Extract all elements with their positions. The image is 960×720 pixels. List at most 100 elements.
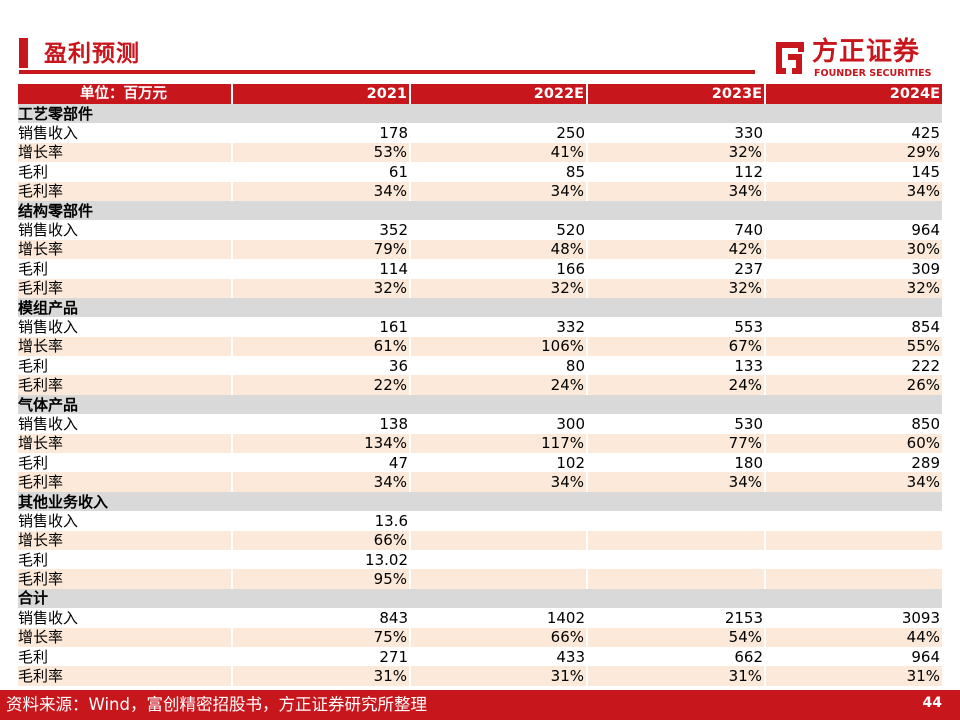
row-label: 销售收入 (18, 511, 79, 530)
value-cell: 330 (734, 124, 763, 143)
value-cell: 180 (734, 453, 763, 472)
year-header: 2022E (409, 84, 587, 104)
value-cell: 55% (764, 336, 942, 357)
value-cell: 53% (231, 142, 410, 163)
row-label: 毛利率 (18, 666, 232, 686)
value-cell: 32% (586, 142, 765, 163)
table-row: 增长率 134% 117% 77% 60% (18, 433, 942, 454)
value-cell: 34% (764, 181, 942, 201)
table-row: 增长率 61% 106% 67% 55% (18, 336, 942, 357)
section-spacer (410, 104, 587, 124)
value-cell: 47 (388, 453, 408, 472)
section-spacer (765, 491, 942, 512)
row-label: 销售收入 (18, 414, 79, 433)
value-cell: 31% (409, 666, 587, 686)
value-cell: 41% (409, 142, 587, 163)
value-cell: 520 (556, 221, 585, 240)
section-spacer (765, 394, 942, 415)
value-cell: 332 (556, 317, 585, 336)
section-row: 其他业务收入 (18, 491, 942, 512)
row-label: 毛利率 (18, 569, 232, 589)
section-spacer (587, 297, 765, 318)
section-spacer (232, 104, 410, 124)
section-row: 模组产品 (18, 297, 942, 318)
table-row: 增长率 75% 66% 54% 44% (18, 627, 942, 647)
table-row: 毛利率 95% (18, 569, 942, 589)
value-cell: 433 (556, 647, 585, 666)
section-spacer (232, 588, 410, 609)
row-label: 增长率 (18, 433, 232, 454)
unit-label: 单位：百万元 (18, 84, 232, 104)
section-spacer (410, 200, 587, 221)
value-cell: 3093 (901, 608, 940, 627)
section-title: 其他业务收入 (18, 491, 232, 512)
table-row: 销售收入 161 332 553 854 (18, 317, 942, 336)
table-body: 工艺零部件 销售收入 178 250 330 425 增长率 53% 41% 32% 29% 毛利 61… (18, 104, 942, 686)
value-cell (409, 530, 587, 550)
section-spacer (232, 394, 410, 415)
value-cell: 425 (911, 124, 940, 143)
section-spacer (765, 297, 942, 318)
year-header: 2021 (231, 84, 410, 104)
section-row: 结构零部件 (18, 200, 942, 221)
value-cell: 60% (764, 433, 942, 454)
value-cell: 161 (379, 317, 408, 336)
table-row: 毛利率 34% 34% 34% 34% (18, 472, 942, 492)
value-cell: 30% (764, 239, 942, 260)
value-cell: 13.02 (365, 550, 408, 569)
value-cell: 31% (231, 666, 410, 686)
value-cell (409, 569, 587, 589)
value-cell: 42% (586, 239, 765, 260)
value-cell: 66% (409, 627, 587, 647)
value-cell: 964 (911, 647, 940, 666)
table-row: 毛利率 32% 32% 32% 32% (18, 278, 942, 298)
value-cell: 117% (409, 433, 587, 454)
value-cell: 145 (911, 162, 940, 181)
table-row: 销售收入 178 250 330 425 (18, 123, 942, 142)
section-row: 气体产品 (18, 394, 942, 415)
row-label: 毛利率 (18, 181, 232, 201)
value-cell: 237 (734, 259, 763, 278)
value-cell (410, 550, 587, 569)
value-cell: 178 (379, 124, 408, 143)
value-cell: 61% (231, 336, 410, 357)
section-spacer (232, 200, 410, 221)
value-cell (586, 530, 765, 550)
footer-bar: 资料来源：Wind，富创精密招股书，方正证券研究所整理 44 (0, 690, 960, 720)
value-cell: 102 (556, 453, 585, 472)
value-cell: 67% (586, 336, 765, 357)
value-cell (764, 530, 942, 550)
value-cell: 112 (734, 162, 763, 181)
table-row: 销售收入 138 300 530 850 (18, 414, 942, 433)
founder-logo: 方正证券 FOUNDER SECURITIES (768, 36, 948, 84)
row-label: 增长率 (18, 142, 232, 163)
profit-forecast-table: 单位：百万元 2021 2022E 2023E 2024E 工艺零部件 销售收入 1… (18, 84, 942, 686)
value-cell: 36 (388, 356, 408, 375)
value-cell: 61 (388, 162, 408, 181)
value-cell: 32% (586, 278, 765, 298)
value-cell: 24% (586, 375, 765, 395)
row-label: 增长率 (18, 336, 232, 357)
table-row: 增长率 53% 41% 32% 29% (18, 142, 942, 163)
table-row: 毛利 114 166 237 309 (18, 259, 942, 278)
value-cell (587, 550, 765, 569)
section-spacer (765, 200, 942, 221)
value-cell: 34% (586, 181, 765, 201)
year-header: 2024E (764, 84, 942, 104)
value-cell: 740 (734, 221, 763, 240)
table-row: 毛利率 22% 24% 24% 26% (18, 375, 942, 395)
table-row: 毛利 13.02 (18, 550, 942, 569)
section-row: 合计 (18, 588, 942, 609)
value-cell: 300 (556, 414, 585, 433)
table-row: 毛利 271 433 662 964 (18, 647, 942, 666)
source-note: 资料来源：Wind，富创精密招股书，方正证券研究所整理 (6, 695, 427, 714)
table-row: 毛利率 31% 31% 31% 31% (18, 666, 942, 686)
row-label: 毛利 (18, 647, 49, 666)
title-divider (19, 70, 755, 74)
row-label: 增长率 (18, 627, 232, 647)
row-label: 毛利 (18, 162, 49, 181)
section-title: 合计 (18, 588, 232, 609)
value-cell: 34% (764, 472, 942, 492)
section-row: 工艺零部件 (18, 104, 942, 124)
row-label: 销售收入 (18, 608, 79, 627)
